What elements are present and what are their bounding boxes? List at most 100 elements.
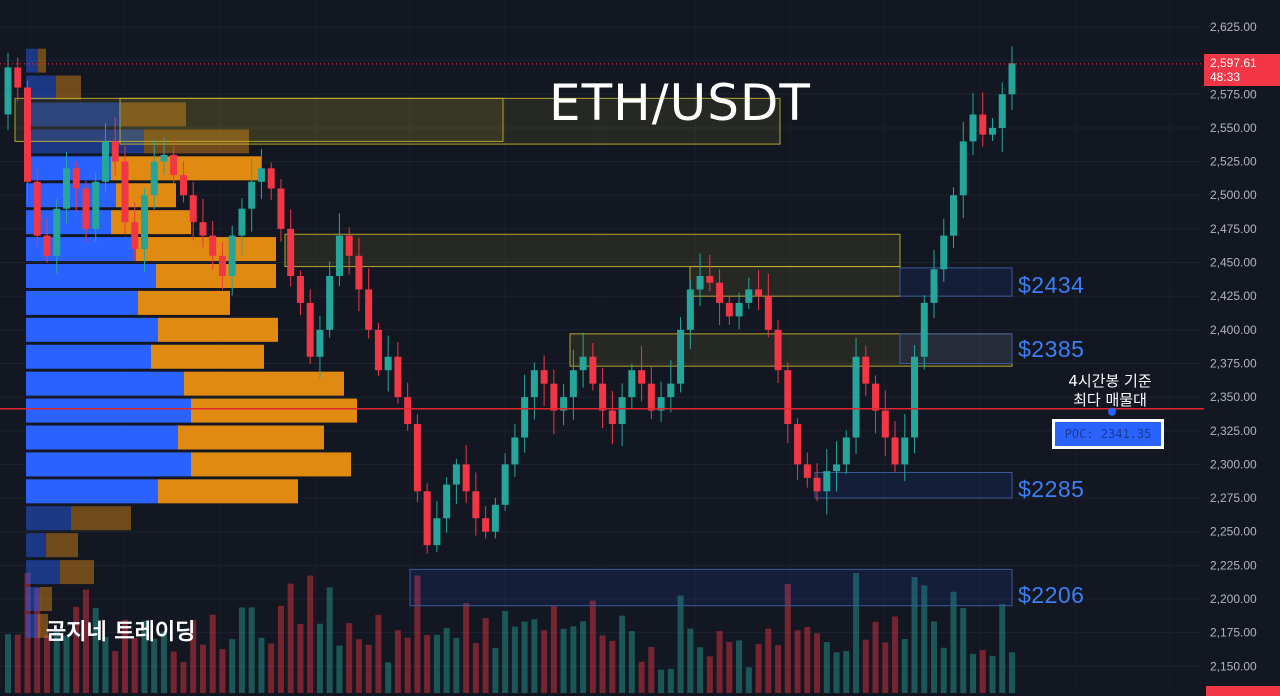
volume-bar [248, 607, 255, 693]
profile-bar-sell [158, 479, 298, 504]
volume-bar [307, 575, 314, 693]
y-tick-label: 2,550.00 [1210, 121, 1257, 135]
volume-bar [687, 628, 694, 693]
candle-body [911, 356, 919, 438]
candle-body [823, 471, 831, 492]
volume-bar [160, 631, 167, 693]
candle-body [296, 275, 304, 303]
volume-bar [297, 623, 304, 693]
candle-body [998, 94, 1006, 128]
volume-bar [989, 655, 996, 693]
profile-bar-sell [191, 398, 357, 423]
level-label-2385: $2385 [1018, 336, 1085, 362]
volume-bar [589, 600, 596, 693]
volume-bar [63, 636, 70, 693]
y-tick-label: 2,300.00 [1210, 457, 1257, 471]
candle-body [764, 296, 772, 330]
volume-bar [580, 621, 587, 693]
volume-bar [102, 636, 109, 693]
supply-zone [689, 266, 901, 297]
candle-body [452, 464, 460, 485]
candle-countdown: 48:33 [1210, 70, 1241, 84]
volume-bar [316, 623, 323, 693]
supply-zone [569, 333, 1013, 367]
volume-bar [814, 633, 821, 693]
candle-body [170, 154, 178, 176]
volume-bar [404, 637, 411, 693]
profile-bar-buy [26, 102, 121, 127]
candle-body [218, 255, 226, 276]
profile-bar-sell [38, 613, 48, 638]
volume-bar [492, 647, 499, 693]
volume-bar [180, 662, 187, 693]
volume-bar [911, 576, 918, 693]
volume-bar [677, 595, 684, 693]
candle-body [365, 289, 373, 330]
candle-body [686, 289, 694, 330]
candle-body [725, 302, 733, 317]
y-tick-label: 2,400.00 [1210, 323, 1257, 337]
volume-bar [541, 630, 548, 693]
y-tick-label: 2,325.00 [1210, 424, 1257, 438]
supply-zone [119, 97, 781, 145]
price-axis[interactable]: 2,150.00 2,175.00 2,200.00 2,225.00 2,250.00… [1210, 20, 1257, 673]
candle-body [706, 275, 714, 283]
candle-body [433, 518, 441, 546]
supply-zone [284, 233, 901, 268]
candle-body [267, 168, 275, 189]
candle-body [345, 235, 353, 256]
candle-body [589, 356, 597, 384]
candle-body [852, 356, 860, 438]
candle-body [316, 329, 324, 357]
candle-body [989, 127, 997, 135]
candle-body [979, 114, 987, 135]
y-tick-label: 2,450.00 [1210, 256, 1257, 270]
candle-body [179, 175, 187, 196]
y-tick-label: 2,150.00 [1210, 659, 1257, 673]
volume-bar [219, 649, 226, 693]
volume-bar [619, 615, 626, 693]
volume-bar [414, 575, 421, 693]
candle-body [491, 504, 499, 532]
profile-bar-sell [158, 317, 278, 342]
candle-body [930, 269, 938, 303]
profile-bar-sell [178, 425, 324, 450]
candle-body [150, 161, 158, 196]
candle-body [326, 275, 334, 330]
candle-body [140, 195, 148, 250]
candle-body [872, 383, 880, 411]
profile-bar-buy [26, 613, 38, 638]
candle-body [228, 235, 236, 276]
volume-bar [950, 591, 957, 693]
current-price-value: 2,597.61 [1210, 56, 1257, 70]
candle-body [413, 424, 421, 492]
volume-bar [726, 641, 733, 693]
candle-body [423, 491, 431, 546]
volume-bar [872, 621, 879, 693]
candle-body [53, 208, 61, 256]
poc-label-box[interactable]: POC: 2341.35 [1052, 419, 1164, 449]
y-tick-label: 2,175.00 [1210, 626, 1257, 640]
volume-bar [14, 634, 21, 693]
profile-bar-sell [184, 371, 344, 396]
profile-bar-sell [121, 102, 186, 127]
y-tick-label: 2,375.00 [1210, 356, 1257, 370]
profile-bar-sell [138, 290, 230, 315]
y-tick-label: 2,625.00 [1210, 20, 1257, 34]
volume-bar [716, 630, 723, 693]
volume-bar [921, 585, 928, 693]
candle-body [647, 383, 655, 411]
watermark-label: 곰지네 트레이딩 [46, 620, 196, 645]
volume-bar [931, 621, 938, 693]
volume-bar [277, 605, 284, 693]
profile-bar-sell [60, 560, 94, 585]
profile-bar-buy [26, 48, 38, 73]
candlesticks [4, 46, 1016, 554]
profile-bar-buy [26, 587, 40, 611]
candle-body [277, 188, 285, 229]
current-price-tag: 2,597.61 48:33 [1204, 54, 1280, 86]
volume-bar [755, 643, 762, 693]
y-tick-label: 2,425.00 [1210, 289, 1257, 303]
candle-body [199, 222, 207, 236]
